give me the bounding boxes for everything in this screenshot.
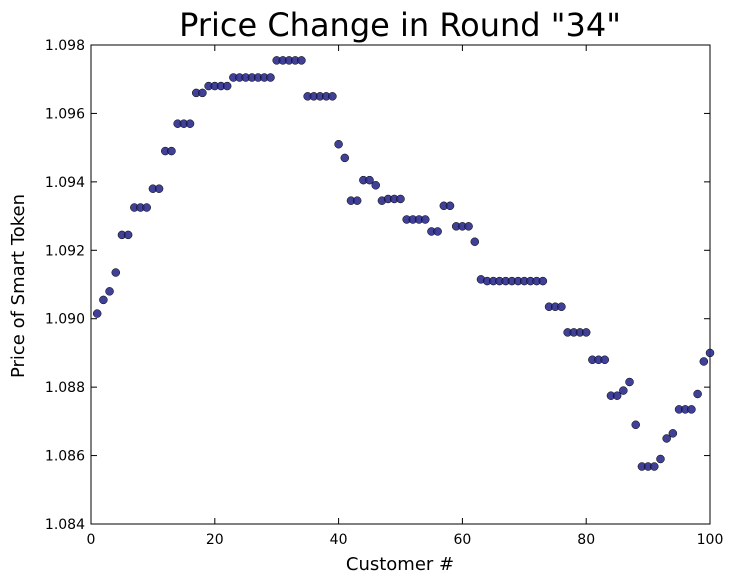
data-point [222, 81, 232, 91]
y-axis: 1.084 1.086 1.088 1.090 1.092 1.094 1.096 1.098 [45, 38, 710, 533]
x-axis-title: Customer # [346, 554, 454, 575]
data-point [340, 153, 350, 163]
y-tick-label: 1.088 [45, 380, 85, 396]
data-point [266, 73, 275, 82]
data-point [464, 222, 473, 231]
data-point [105, 287, 114, 296]
y-tick-label: 1.084 [45, 517, 85, 533]
x-tick-label: 60 [453, 532, 471, 548]
data-point [371, 181, 380, 190]
data-point [612, 391, 622, 400]
data-point [328, 92, 337, 101]
data-point [352, 196, 362, 205]
data-point [99, 295, 108, 305]
data-point [92, 309, 102, 318]
data-point [687, 405, 696, 414]
data-point [631, 420, 640, 430]
data-point [693, 389, 702, 399]
y-axis-title: Price of Smart Token [8, 194, 29, 378]
data-point [668, 429, 678, 438]
data-points [92, 56, 715, 471]
data-point [470, 237, 480, 246]
data-point [433, 227, 442, 236]
data-point [662, 434, 671, 443]
y-tick-label: 1.094 [45, 175, 85, 191]
data-point [185, 119, 195, 128]
data-point [557, 302, 566, 311]
data-point [619, 386, 628, 395]
data-point [167, 146, 176, 156]
data-point [650, 462, 659, 471]
chart-title: Price Change in Round "34" [179, 6, 621, 44]
data-point [445, 201, 455, 211]
x-tick-label: 80 [577, 532, 595, 548]
data-point [600, 355, 610, 365]
x-axis: 0 20 40 60 80 100 [87, 45, 724, 548]
data-point [581, 328, 591, 337]
plot-area [90, 44, 711, 525]
data-point [111, 268, 121, 277]
x-tick-label: 40 [330, 532, 348, 548]
data-point [365, 175, 374, 185]
data-point [656, 454, 665, 464]
y-tick-label: 1.098 [45, 38, 85, 54]
x-tick-label: 20 [206, 532, 224, 548]
y-tick-label: 1.096 [45, 106, 85, 122]
data-point [334, 139, 343, 149]
data-point [297, 56, 306, 65]
y-tick-label: 1.090 [45, 312, 85, 328]
plot-frame [90, 44, 711, 525]
x-tick-label: 0 [87, 532, 96, 548]
data-point [142, 203, 151, 212]
data-point [123, 230, 133, 240]
data-point [705, 348, 715, 358]
x-tick-label: 100 [697, 532, 724, 548]
data-point [538, 276, 548, 286]
y-tick-label: 1.092 [45, 243, 85, 259]
data-point [421, 215, 430, 224]
data-point [396, 194, 405, 204]
data-point [699, 357, 709, 366]
y-tick-label: 1.086 [45, 449, 85, 465]
data-point [198, 88, 207, 98]
data-point [625, 377, 634, 387]
data-point [154, 184, 164, 193]
